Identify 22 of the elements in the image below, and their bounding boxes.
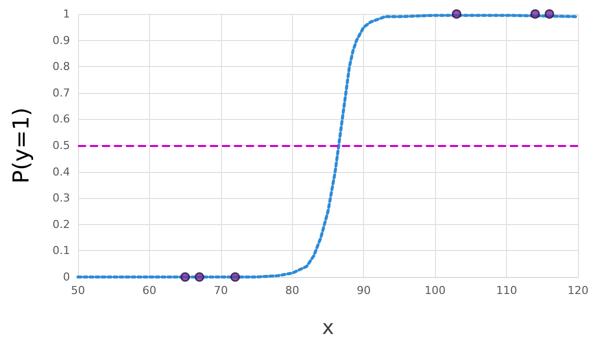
y-tick-label: 0.7 xyxy=(52,86,70,100)
y-tick-label: 0.4 xyxy=(52,165,70,178)
y-tick-label: 0.3 xyxy=(52,192,70,205)
x-tick-label: 50 xyxy=(71,284,85,297)
x-tick-label: 70 xyxy=(214,284,228,297)
y-tick-label: 0.8 xyxy=(52,60,70,74)
y-tick-label: 0.5 xyxy=(52,139,70,152)
x-tick-label: 100 xyxy=(424,284,446,297)
y-tick-label: 1 xyxy=(63,8,70,20)
y-tick-label: 0.9 xyxy=(52,34,70,47)
y-tick-label: 0.2 xyxy=(52,218,70,231)
y-tick-label: 0.6 xyxy=(52,112,70,126)
x-tick-label: 90 xyxy=(356,284,371,297)
x-tick-label: 80 xyxy=(285,284,300,297)
x-tick-label: 60 xyxy=(142,284,156,297)
x-tick-label: 110 xyxy=(496,284,518,297)
x-axis-title: x xyxy=(322,315,334,339)
x-tick-label: 120 xyxy=(568,284,588,297)
y-axis-title: P(y=1) xyxy=(10,108,34,184)
line-series xyxy=(76,14,580,278)
y-tick-label: 0 xyxy=(63,270,70,284)
y-tick-label: 0.1 xyxy=(52,244,70,258)
